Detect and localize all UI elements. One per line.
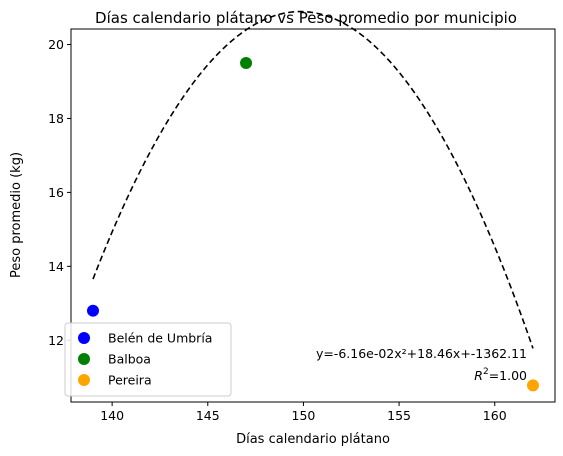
data-point — [87, 304, 99, 317]
fit-curve — [92, 10, 534, 349]
y-tick-label: 20 — [48, 37, 64, 52]
fit-equation: y=-6.16e-02x²+18.46x+-1362.11 — [316, 346, 527, 361]
y-tick-label: 12 — [48, 333, 64, 348]
r-squared-label: R2=1.00 — [474, 367, 527, 383]
legend-label: Balboa — [108, 352, 151, 367]
x-tick-label: 150 — [292, 408, 316, 423]
x-tick-label: 155 — [387, 408, 411, 423]
plot-frame — [70, 28, 556, 403]
legend-marker — [78, 332, 90, 344]
legend-marker — [78, 374, 90, 386]
r-squared-prefix: R — [474, 368, 483, 383]
legend-label: Pereira — [108, 373, 152, 388]
y-tick-label: 18 — [48, 111, 64, 126]
r-squared-superscript: 2 — [483, 367, 489, 377]
chart-title: Días calendario plátano vs Peso promedio… — [95, 9, 517, 27]
data-point — [240, 57, 253, 70]
x-axis-label: Días calendario plátano — [236, 432, 390, 447]
r-squared-value: =1.00 — [489, 368, 527, 383]
x-tick-label: 145 — [196, 408, 220, 423]
plot-area — [87, 10, 539, 392]
legend-marker — [78, 353, 90, 365]
legend-box — [64, 322, 232, 397]
y-axis-label: Peso promedio (kg) — [9, 152, 24, 278]
x-tick-label: 160 — [483, 408, 507, 423]
y-axis: 12 14 16 18 20 — [48, 37, 71, 348]
legend: Belén de Umbría Balboa Pereira — [64, 322, 232, 397]
x-axis: 140 145 150 155 160 — [100, 402, 507, 423]
y-tick-label: 16 — [48, 185, 64, 200]
y-tick-label: 14 — [48, 259, 64, 274]
x-tick-label: 140 — [100, 408, 124, 423]
legend-label: Belén de Umbría — [108, 331, 212, 346]
data-point — [527, 379, 539, 392]
